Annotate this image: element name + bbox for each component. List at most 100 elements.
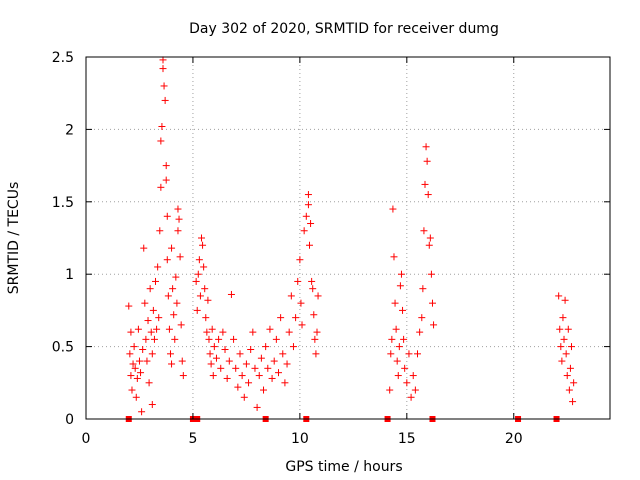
- data-point: [160, 82, 168, 90]
- data-point: [162, 162, 170, 170]
- data-point: [300, 227, 308, 235]
- data-point: [274, 369, 282, 377]
- data-point: [405, 350, 413, 358]
- data-point: [174, 227, 182, 235]
- x-tick-label: 0: [82, 431, 91, 447]
- data-point: [421, 180, 429, 188]
- data-point: [141, 299, 149, 307]
- data-point: [302, 212, 310, 220]
- data-point: [390, 253, 398, 261]
- data-point: [157, 137, 165, 145]
- data-point: [152, 277, 160, 285]
- data-point: [311, 335, 319, 343]
- data-point: [565, 386, 573, 394]
- data-point: [195, 256, 203, 264]
- y-tick-label: 1: [65, 267, 74, 283]
- data-point: [255, 372, 263, 380]
- data-point: [393, 357, 401, 365]
- data-point: [392, 325, 400, 333]
- data-point: [251, 364, 259, 372]
- data-point: [128, 386, 136, 394]
- data-point: [157, 183, 165, 191]
- data-point: [277, 314, 285, 322]
- data-point: [242, 360, 250, 368]
- x-tick-label: 10: [291, 431, 309, 447]
- data-point: [264, 364, 272, 372]
- data-point: [285, 328, 293, 336]
- data-point: [203, 328, 211, 336]
- data-point: [161, 96, 169, 104]
- data-point: [240, 393, 248, 401]
- data-point: [162, 176, 170, 184]
- data-point: [204, 296, 212, 304]
- data-point: [558, 357, 566, 365]
- data-point: [148, 350, 156, 358]
- data-point: [249, 328, 257, 336]
- axis-ticks: [85, 56, 610, 420]
- data-point: [215, 335, 223, 343]
- data-point: [212, 354, 220, 362]
- data-point: [559, 314, 567, 322]
- data-point: [287, 292, 295, 300]
- y-tick-labels: 0 0.5 1 1.5 2 2.5: [52, 50, 74, 428]
- plot-frame: [85, 56, 611, 420]
- data-point: [397, 270, 405, 278]
- data-point: [230, 335, 238, 343]
- data-point: [308, 277, 316, 285]
- data-point: [310, 311, 318, 319]
- data-point: [139, 345, 147, 353]
- x-tick-label: 20: [505, 431, 523, 447]
- data-point: [148, 401, 156, 409]
- data-point: [391, 299, 399, 307]
- data-point: [135, 357, 143, 365]
- data-point: [419, 285, 427, 293]
- data-point: [201, 285, 209, 293]
- data-point: [396, 282, 404, 290]
- data-point: [266, 325, 274, 333]
- data-point: [270, 357, 278, 365]
- data-point: [556, 325, 564, 333]
- data-point: [304, 201, 312, 209]
- data-point: [134, 325, 142, 333]
- data-point: [426, 234, 434, 242]
- y-tick-label: 1.5: [52, 195, 74, 211]
- data-point: [217, 364, 225, 372]
- data-point: [281, 379, 289, 387]
- data-point: [407, 393, 415, 401]
- data-point: [564, 325, 572, 333]
- data-point: [425, 241, 433, 249]
- data-point: [279, 350, 287, 358]
- data-point: [174, 205, 182, 213]
- data-point: [133, 374, 141, 382]
- data-point: [197, 234, 205, 242]
- data-point: [207, 360, 215, 368]
- data-point: [175, 215, 183, 223]
- x-tick-label: 5: [188, 431, 197, 447]
- data-point: [145, 379, 153, 387]
- data-point: [127, 372, 135, 380]
- data-point: [196, 292, 204, 300]
- data-point: [234, 383, 242, 391]
- data-point: [130, 343, 138, 351]
- data-point: [283, 360, 291, 368]
- data-point: [312, 350, 320, 358]
- data-point: [166, 350, 174, 358]
- data-point: [555, 292, 563, 300]
- data-point: [192, 277, 200, 285]
- data-point: [236, 350, 244, 358]
- data-point: [173, 299, 181, 307]
- data-point: [566, 364, 574, 372]
- data-point: [389, 205, 397, 213]
- data-point: [200, 263, 208, 271]
- data-point: [147, 328, 155, 336]
- data-point: [424, 191, 432, 199]
- data-point: [178, 357, 186, 365]
- data-point: [194, 270, 202, 278]
- data-point: [156, 227, 164, 235]
- data-point: [430, 321, 438, 329]
- data-point: [399, 306, 407, 314]
- data-point: [387, 350, 395, 358]
- x-axis-label: GPS time / hours: [285, 459, 402, 475]
- data-point: [427, 270, 435, 278]
- data-point: [129, 360, 137, 368]
